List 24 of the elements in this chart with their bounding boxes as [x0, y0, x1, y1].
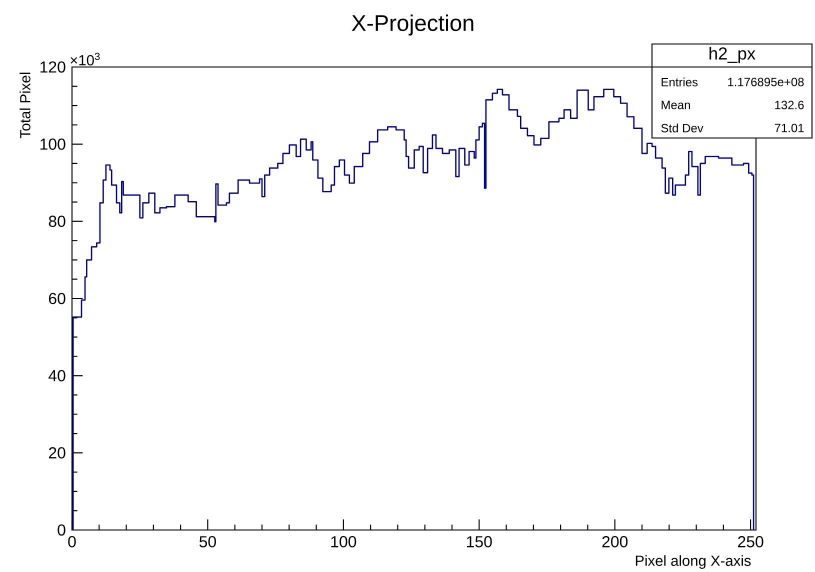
x-tick-label: 250: [738, 536, 764, 548]
x-tick-label: 50: [199, 536, 216, 548]
y-tick-label: 120: [40, 61, 66, 73]
text: 71.01: [774, 124, 804, 132]
x-tick-label: 150: [467, 536, 492, 548]
y-tick-label: 20: [48, 447, 66, 458]
x-tick-label: 100: [331, 536, 356, 548]
y-tick-label: 0: [58, 524, 66, 536]
text: h2_px: [710, 46, 756, 64]
y-tick-label: 60: [48, 292, 66, 304]
annotation: Std Dev: [661, 124, 704, 132]
x-axis-title: Pixel along X-axis: [636, 555, 751, 569]
y-tick-label: 40: [48, 370, 66, 382]
y-tick-label: 100: [40, 138, 66, 150]
y-axis-title: Total Pixel: [20, 72, 30, 138]
annotation: 1.176895e+08: [728, 78, 804, 86]
text: ×10$^{3}$: [70, 52, 100, 66]
annotation: Mean: [662, 100, 690, 110]
y-tick-label: 80: [48, 216, 66, 227]
chart-title: X-Projection: [352, 14, 474, 36]
x-tick-label: 0: [68, 536, 76, 548]
x-tick-label: 200: [602, 536, 628, 548]
text: 132.6: [775, 100, 804, 110]
annotation: Entries: [662, 78, 698, 86]
